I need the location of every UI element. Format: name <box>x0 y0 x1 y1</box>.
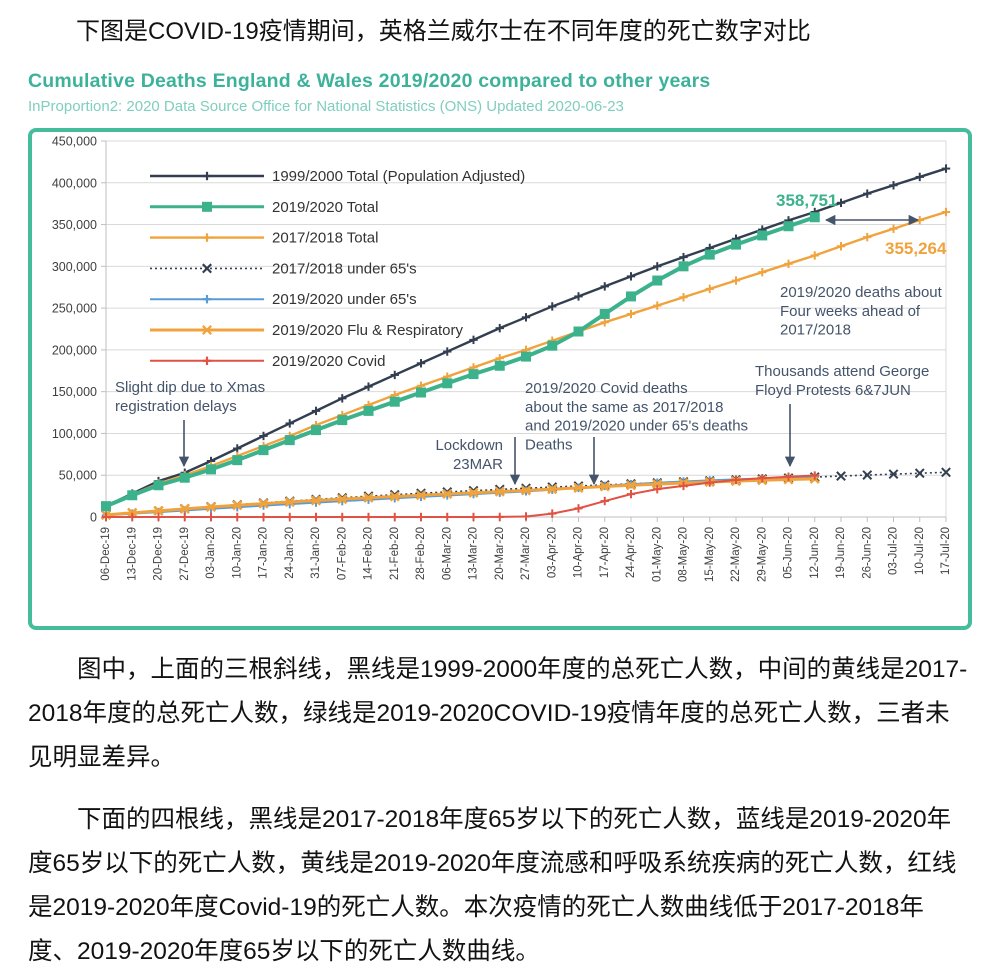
svg-text:250,000: 250,000 <box>52 302 97 316</box>
svg-text:2019/2020 under 65's: 2019/2020 under 65's <box>272 291 417 308</box>
annotation-lockdown: Lockdown 23MAR <box>435 437 521 486</box>
svg-text:150,000: 150,000 <box>52 385 97 399</box>
series-2019-2020-covid <box>101 471 819 522</box>
series-2019-2020-flu-respiratory <box>100 473 820 521</box>
annotation-floyd-protests: Thousands attend George Floyd Protests 6&… <box>755 363 929 468</box>
svg-text:350,000: 350,000 <box>52 218 97 232</box>
svg-text:29-May-20: 29-May-20 <box>756 527 768 582</box>
svg-text:07-Feb-20: 07-Feb-20 <box>336 527 348 580</box>
legend-item-3: 2017/2018 under 65's <box>150 260 417 277</box>
svg-text:about the same as 2017/2018: about the same as 2017/2018 <box>525 399 724 416</box>
svg-text:2019/2020 Total: 2019/2020 Total <box>272 199 379 216</box>
svg-text:17-Jan-20: 17-Jan-20 <box>258 527 270 579</box>
svg-text:17-Jul-20: 17-Jul-20 <box>940 527 952 575</box>
svg-text:20-Mar-20: 20-Mar-20 <box>494 527 506 580</box>
svg-text:450,000: 450,000 <box>52 135 97 149</box>
cumulative-deaths-chart: 0 50,000 100,000 150,000 200,000 250,000 300,0… <box>52 135 952 582</box>
orange-value-10jul: 355,264 <box>885 239 947 258</box>
svg-text:10-Jul-20: 10-Jul-20 <box>914 527 926 575</box>
intro-paragraph: 下图是COVID-19疫情期间，英格兰威尔士在不同年度的死亡数字对比 <box>76 18 811 45</box>
svg-text:31-Jan-20: 31-Jan-20 <box>310 527 322 579</box>
svg-text:2019/2020 Covid deaths: 2019/2020 Covid deaths <box>525 380 688 397</box>
svg-text:06-Dec-19: 06-Dec-19 <box>100 527 112 581</box>
svg-text:05-Jun-20: 05-Jun-20 <box>783 527 795 579</box>
svg-text:Lockdown: Lockdown <box>435 437 503 454</box>
legend-item-4: 2019/2020 under 65's <box>150 291 417 308</box>
svg-text:Thousands attend George: Thousands attend George <box>755 363 929 380</box>
legend-item-6: 2019/2020 Covid <box>150 353 385 370</box>
svg-text:2019/2020 Covid: 2019/2020 Covid <box>272 353 385 370</box>
svg-text:400,000: 400,000 <box>52 176 97 190</box>
green-endpoint-value: 358,751 <box>776 191 837 210</box>
chart-subtitle: InProportion2: 2020 Data Source Office f… <box>28 98 624 115</box>
svg-text:100,000: 100,000 <box>52 427 97 441</box>
svg-text:0: 0 <box>90 511 97 525</box>
legend-item-5: 2019/2020 Flu & Respiratory <box>150 322 463 339</box>
svg-text:28-Feb-20: 28-Feb-20 <box>415 527 427 580</box>
svg-text:2017/2018 under 65's: 2017/2018 under 65's <box>272 260 417 277</box>
svg-text:2019/2020 deaths about: 2019/2020 deaths about <box>780 284 943 301</box>
svg-text:19-Jun-20: 19-Jun-20 <box>835 527 847 579</box>
svg-text:08-May-20: 08-May-20 <box>678 527 690 582</box>
svg-text:and 2019/2020 under 65's death: and 2019/2020 under 65's deaths <box>525 418 748 435</box>
series-2019-2020-total <box>101 212 820 512</box>
legend: 1999/2000 Total (Population Adjusted) 201… <box>150 168 525 370</box>
annotation-covid-note: 2019/2020 Covid deaths about the same as … <box>525 380 748 486</box>
legend-item-0: 1999/2000 Total (Population Adjusted) <box>150 168 525 185</box>
svg-text:03-Jul-20: 03-Jul-20 <box>888 527 900 575</box>
chart-panel: 0 50,000 100,000 150,000 200,000 250,000 300,0… <box>28 128 972 630</box>
body-paragraph-2: 下面的四根线，黑线是2017-2018年度65岁以下的死亡人数，蓝线是2019-… <box>28 806 957 965</box>
legend-item-1: 2019/2020 Total <box>150 199 379 216</box>
chart-title: Cumulative Deaths England & Wales 2019/2… <box>28 70 711 92</box>
svg-text:200,000: 200,000 <box>52 343 97 357</box>
svg-text:03-Jan-20: 03-Jan-20 <box>205 527 217 579</box>
svg-text:13-Mar-20: 13-Mar-20 <box>468 527 480 580</box>
svg-text:12-Jun-20: 12-Jun-20 <box>809 527 821 579</box>
svg-text:2019/2020 Flu & Respiratory: 2019/2020 Flu & Respiratory <box>272 322 463 339</box>
svg-text:1999/2000 Total (Population Ad: 1999/2000 Total (Population Adjusted) <box>272 168 525 185</box>
svg-text:13-Dec-19: 13-Dec-19 <box>126 527 138 581</box>
svg-text:2017/2018: 2017/2018 <box>780 322 851 339</box>
svg-text:300,000: 300,000 <box>52 260 97 274</box>
svg-text:Floyd Protests 6&7JUN: Floyd Protests 6&7JUN <box>755 382 911 399</box>
svg-text:24-Jan-20: 24-Jan-20 <box>284 527 296 579</box>
svg-text:06-Mar-20: 06-Mar-20 <box>441 527 453 580</box>
annotation-four-weeks-ahead: 2019/2020 deaths about Four weeks ahead o… <box>780 284 943 339</box>
svg-text:22-May-20: 22-May-20 <box>730 527 742 582</box>
svg-text:03-Apr-20: 03-Apr-20 <box>546 527 558 578</box>
svg-text:27-Mar-20: 27-Mar-20 <box>520 527 532 580</box>
svg-text:01-May-20: 01-May-20 <box>651 527 663 582</box>
svg-text:Four weeks ahead of: Four weeks ahead of <box>780 303 921 320</box>
svg-text:21-Feb-20: 21-Feb-20 <box>389 527 401 580</box>
svg-text:26-Jun-20: 26-Jun-20 <box>861 527 873 579</box>
svg-text:registration delays: registration delays <box>115 398 237 415</box>
legend-item-2: 2017/2018 Total <box>150 230 379 247</box>
annotation-xmas-dip: Slight dip due to Xmas registration delay… <box>115 379 265 468</box>
svg-text:50,000: 50,000 <box>59 469 97 483</box>
svg-text:23MAR: 23MAR <box>453 456 503 473</box>
x-axis-labels: 06-Dec-19 13-Dec-19 20-Dec-19 27-Dec-19 03-J… <box>100 517 952 582</box>
svg-text:2017/2018 Total: 2017/2018 Total <box>272 230 379 247</box>
svg-text:27-Dec-19: 27-Dec-19 <box>179 527 191 581</box>
svg-text:Deaths: Deaths <box>525 436 573 453</box>
svg-text:15-May-20: 15-May-20 <box>704 527 716 582</box>
svg-text:20-Dec-19: 20-Dec-19 <box>153 527 165 581</box>
body-paragraph-1: 图中，上面的三根斜线，黑线是1999-2000年度的总死亡人数，中间的黄线是20… <box>28 656 968 771</box>
svg-text:17-Apr-20: 17-Apr-20 <box>599 527 611 578</box>
svg-text:14-Feb-20: 14-Feb-20 <box>363 527 375 580</box>
svg-text:Slight dip due to Xmas: Slight dip due to Xmas <box>115 379 265 396</box>
svg-text:24-Apr-20: 24-Apr-20 <box>625 527 637 578</box>
svg-text:10-Apr-20: 10-Apr-20 <box>573 527 585 578</box>
svg-text:10-Jan-20: 10-Jan-20 <box>231 527 243 579</box>
